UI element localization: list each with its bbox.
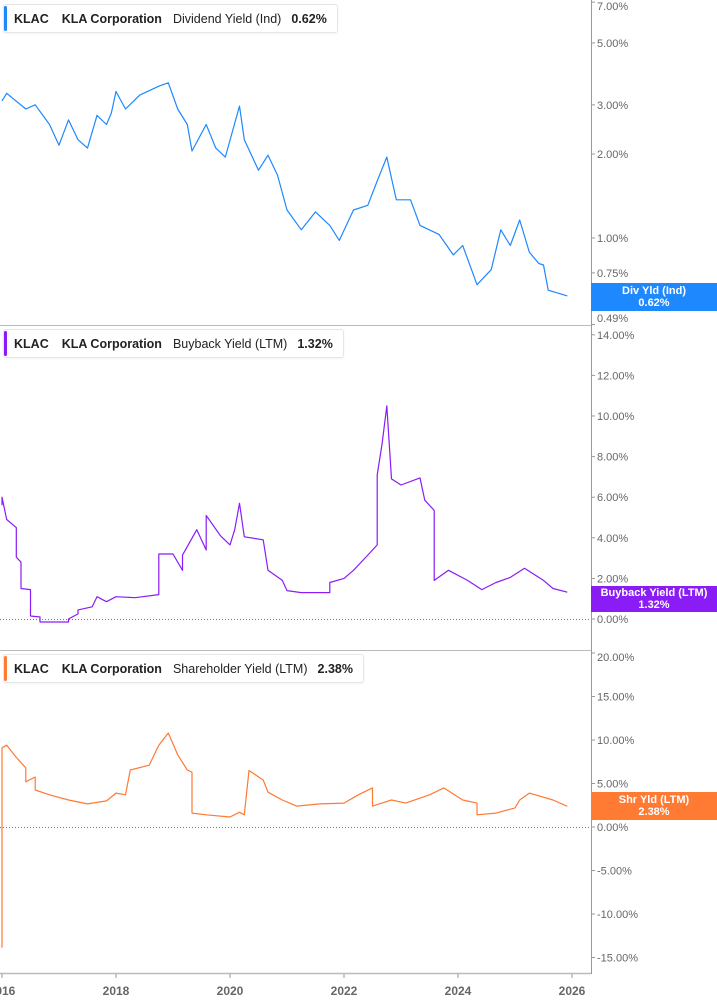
tag-label: Buyback Yield (LTM) xyxy=(600,587,708,599)
x-tick-label: 2026 xyxy=(559,984,586,998)
legend-dividend-yield: KLAC KLA Corporation Dividend Yield (Ind… xyxy=(3,4,338,33)
current-value-tag-dividend: Div Yld (Ind) 0.62% xyxy=(591,283,717,311)
y-tick-label: 0.00% xyxy=(597,614,628,626)
y-tick-label: -10.00% xyxy=(597,909,638,921)
y-tick-label: 2.00% xyxy=(597,573,628,585)
tag-label: Div Yld (Ind) xyxy=(622,285,686,297)
series-line-dividend-yield xyxy=(1,82,568,297)
x-tick-label: 2018 xyxy=(103,984,130,998)
series-color-bar xyxy=(4,6,7,31)
current-value-tag-buyback: Buyback Yield (LTM) 1.32% xyxy=(591,586,717,612)
y-tick-label: 15.00% xyxy=(597,692,635,704)
legend-ticker: KLAC xyxy=(14,336,49,351)
y-tick-label: 0.00% xyxy=(597,822,628,834)
y-tick-label: 0.49% xyxy=(597,313,628,325)
legend-company: KLA Corporation xyxy=(61,336,162,351)
x-tick-label: 2020 xyxy=(217,984,244,998)
tag-label: Shr Yld (LTM) xyxy=(618,794,690,806)
legend-company: KLA Corporation xyxy=(61,661,162,676)
x-tick-label: 2016 xyxy=(0,984,16,998)
y-tick-label: 10.00% xyxy=(597,411,635,423)
legend-metric: Buyback Yield (LTM) xyxy=(172,336,288,351)
tag-value: 1.32% xyxy=(638,599,670,611)
y-tick-label: 20.00% xyxy=(597,652,635,664)
y-tick-label: 0.75% xyxy=(597,268,628,280)
legend-shareholder-yield: KLAC KLA Corporation Shareholder Yield (… xyxy=(3,654,364,683)
y-tick-label: 6.00% xyxy=(597,492,628,504)
y-tick-label: 7.00% xyxy=(597,1,628,13)
y-tick-label: -5.00% xyxy=(597,866,632,878)
legend-buyback-yield: KLAC KLA Corporation Buyback Yield (LTM)… xyxy=(3,329,344,358)
legend-ticker: KLAC xyxy=(14,11,49,26)
current-value-tag-shareholder: Shr Yld (LTM) 2.38% xyxy=(591,792,717,820)
y-tick-label: -15.00% xyxy=(597,953,638,965)
legend-value: 2.38% xyxy=(317,661,353,676)
y-tick-label: 4.00% xyxy=(597,533,628,545)
legend-ticker: KLAC xyxy=(14,661,49,676)
series-color-bar xyxy=(4,656,7,681)
x-tick-label: 2022 xyxy=(331,984,358,998)
y-tick-label: 5.00% xyxy=(597,38,628,50)
legend-metric: Dividend Yield (Ind) xyxy=(172,11,282,26)
y-tick-label: 1.00% xyxy=(597,233,628,245)
y-tick-label: 3.00% xyxy=(597,100,628,112)
series-color-bar xyxy=(4,331,7,356)
y-tick-label: 10.00% xyxy=(597,735,635,747)
y-tick-label: 2.00% xyxy=(597,149,628,161)
series-line-shareholder-yield xyxy=(1,732,568,948)
legend-company: KLA Corporation xyxy=(61,11,162,26)
legend-value: 0.62% xyxy=(291,11,327,26)
y-tick-label: 14.00% xyxy=(597,330,635,342)
legend-metric: Shareholder Yield (LTM) xyxy=(172,661,308,676)
series-line-buyback-yield xyxy=(1,405,568,623)
y-tick-label: 12.00% xyxy=(597,370,635,382)
tag-value: 0.62% xyxy=(638,297,670,309)
y-tick-label: 5.00% xyxy=(597,779,628,791)
x-tick-label: 2024 xyxy=(445,984,472,998)
legend-value: 1.32% xyxy=(297,336,333,351)
y-tick-label: 8.00% xyxy=(597,452,628,464)
tag-value: 2.38% xyxy=(638,806,670,818)
